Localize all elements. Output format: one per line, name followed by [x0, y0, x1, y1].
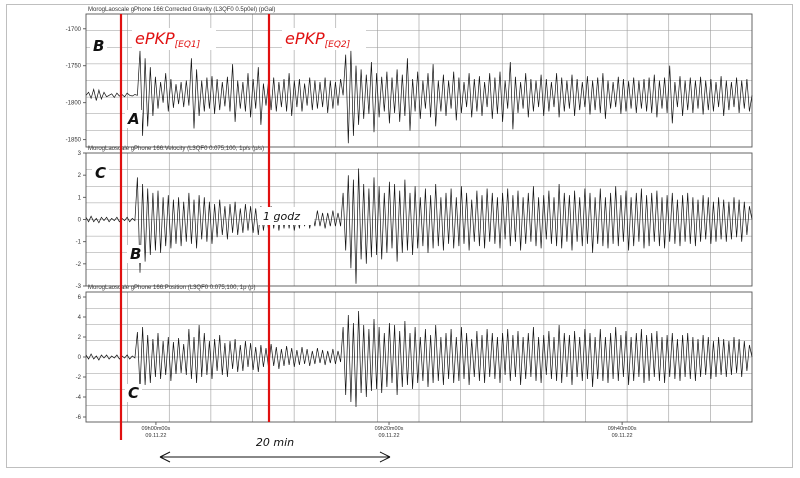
y-tick-label: 3: [78, 151, 82, 157]
x-tick-date: 09.11.22: [612, 433, 633, 439]
letter-label-c: C: [128, 384, 139, 402]
y-tick-label: -2: [76, 375, 82, 381]
seismic-trace: [85, 50, 753, 144]
x-tick-label: 09h00m00s: [142, 426, 171, 432]
eq1-phase-label-bg: [132, 28, 216, 50]
eq1-phase-label: ePKP[EQ1]: [135, 29, 201, 50]
panel-2: MorogLaoscale gPhone 166:Velocity (L3QF0…: [76, 146, 753, 290]
y-tick-label: 4: [78, 315, 82, 321]
y-tick-label: -1800: [66, 101, 82, 107]
panel-3: MorogLaoscale gPhone 166:Position (L3QF0…: [76, 285, 753, 439]
seismic-trace: [85, 168, 753, 284]
letter-bg: [90, 37, 107, 55]
figure-frame: [6, 4, 793, 468]
span-label: 20 min: [256, 436, 294, 449]
letter-label-b: B: [130, 245, 141, 263]
panel-title: MorogLaoscale gPhone 166:Corrected Gravi…: [88, 7, 275, 13]
y-tick-label: 2: [78, 173, 82, 179]
panel-1: MorogLaoscale gPhone 166:Corrected Gravi…: [66, 7, 753, 148]
y-tick-label: -2: [76, 262, 82, 268]
y-tick-label: -3: [76, 284, 82, 290]
span-arrow-left-head: [159, 451, 171, 463]
eq2-phase-label: ePKP[EQ2]: [285, 29, 351, 50]
letter-bg: [127, 245, 144, 263]
y-tick-label: 6: [78, 295, 82, 301]
letter-label-c: C: [95, 164, 106, 182]
y-tick-label: 0: [78, 355, 82, 361]
x-tick-date: 09.11.22: [145, 433, 166, 439]
panel-border: [85, 13, 753, 148]
y-tick-label: -4: [76, 395, 82, 401]
letter-bg: [92, 164, 109, 182]
y-tick-label: 0: [78, 218, 82, 224]
x-tick-date: 09.11.22: [379, 433, 400, 439]
seismic-trace: [85, 310, 753, 408]
x-tick-label: 09h40m00s: [608, 426, 637, 432]
y-tick-label: 2: [78, 335, 82, 341]
y-tick-label: -6: [76, 415, 82, 421]
y-tick-label: -1: [76, 240, 82, 246]
panel-title: MorogLaoscale gPhone 166:Velocity (L3QF0…: [88, 146, 264, 152]
letter-bg: [125, 384, 142, 402]
span-arrow-right-head: [379, 451, 391, 463]
letter-label-b: B: [93, 37, 104, 55]
eq2-phase-label-bg: [282, 28, 366, 50]
panel-title: MorogLaoscale gPhone 166:Position (L3QF0…: [88, 285, 255, 291]
y-tick-label: 1: [78, 195, 82, 201]
y-tick-label: -1850: [66, 138, 82, 144]
letter-label-a: A: [127, 110, 140, 128]
interval-label-bg: [258, 207, 314, 225]
letter-bg: [125, 110, 142, 128]
y-tick-label: -1700: [66, 27, 82, 33]
x-tick-label: 09h20m00s: [375, 426, 404, 432]
y-tick-label: -1750: [66, 64, 82, 70]
interval-label: 1 godz: [263, 210, 300, 223]
